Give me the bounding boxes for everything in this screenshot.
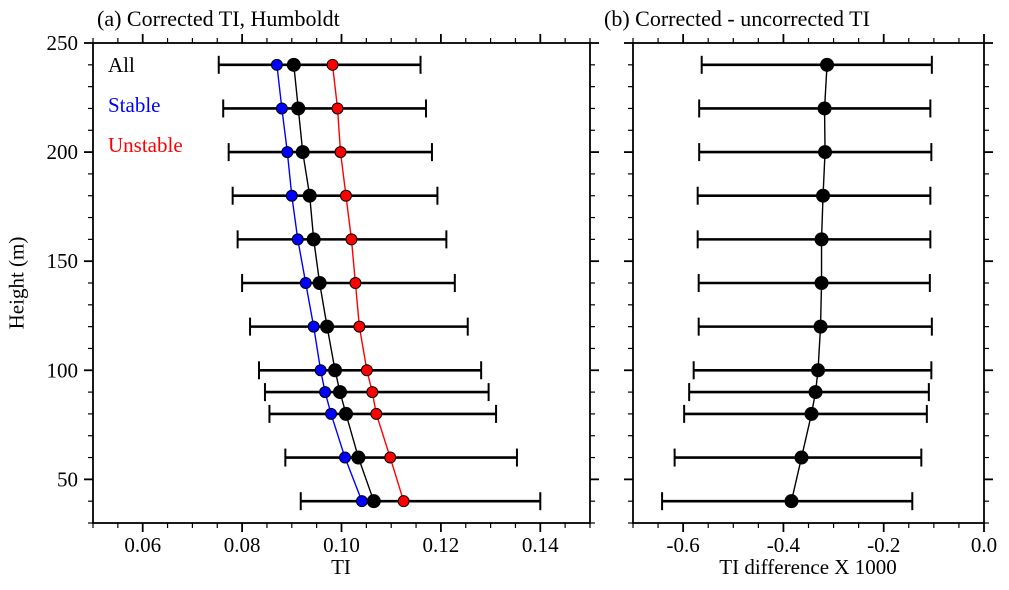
data-point-corrected-uncorrected	[813, 319, 828, 334]
data-point-stable	[299, 277, 312, 289]
data-point-all	[351, 450, 366, 465]
y-axis-label: Height (m)	[4, 236, 29, 330]
data-point-corrected-uncorrected	[811, 363, 826, 378]
data-point-all	[312, 276, 327, 290]
data-point-corrected-uncorrected	[794, 450, 809, 465]
data-point-corrected-uncorrected	[808, 385, 823, 400]
x-tick-label: 0.06	[124, 533, 161, 557]
data-point-unstable	[360, 364, 373, 377]
data-point-all	[302, 188, 317, 203]
data-point-unstable	[397, 495, 410, 508]
data-point-all	[366, 494, 381, 509]
data-point-unstable	[353, 320, 366, 333]
data-point-corrected-uncorrected	[784, 494, 799, 509]
data-point-corrected-uncorrected	[814, 276, 829, 290]
data-point-unstable	[366, 386, 379, 399]
legend-item-stable: Stable	[108, 93, 161, 117]
y-tick-label: 150	[47, 249, 79, 273]
panel-b-title: (b) Corrected - uncorrected TI	[604, 6, 870, 31]
x-tick-label: 0.14	[522, 533, 559, 557]
data-point-all	[306, 232, 321, 247]
panel-frame	[632, 42, 985, 524]
x-tick-label: -0.2	[867, 533, 900, 557]
x-tick-label: 0.0	[971, 533, 997, 557]
legend: All Stable Unstable	[108, 45, 183, 165]
series-line-unstable	[331, 64, 405, 502]
x-tick-label: 0.08	[224, 533, 261, 557]
x-tick-label: -0.6	[667, 533, 700, 557]
series-line-stable	[276, 64, 363, 502]
y-tick-label: 200	[47, 140, 79, 164]
data-point-all	[295, 145, 310, 160]
data-point-unstable	[331, 102, 344, 115]
data-point-unstable	[345, 233, 358, 246]
data-point-corrected-uncorrected	[818, 145, 833, 160]
data-point-unstable	[370, 407, 383, 420]
data-point-stable	[270, 58, 283, 71]
data-point-all	[291, 101, 306, 116]
series-line-corrected-uncorrected	[790, 64, 828, 502]
data-point-stable	[275, 102, 288, 115]
data-point-corrected-uncorrected	[820, 57, 835, 72]
panel-a-x-axis-label: TI	[331, 555, 351, 579]
data-point-corrected-uncorrected	[817, 101, 832, 116]
y-tick-label: 250	[47, 31, 79, 55]
panel-b-x-axis-label: TI difference X 1000	[719, 555, 897, 579]
data-point-stable	[285, 189, 298, 202]
panel-frame	[92, 42, 591, 524]
data-point-all	[286, 57, 301, 72]
data-point-unstable	[326, 58, 339, 71]
data-point-corrected-uncorrected	[814, 232, 829, 247]
data-point-stable	[291, 233, 304, 246]
x-tick-label: -0.4	[767, 533, 801, 557]
series-line-all	[293, 64, 375, 502]
data-point-stable	[338, 451, 351, 464]
data-point-stable	[325, 407, 338, 420]
data-point-unstable	[349, 277, 362, 289]
data-point-stable	[281, 146, 294, 159]
x-tick-label: 0.12	[423, 533, 460, 557]
y-tick-label: 50	[57, 467, 78, 491]
y-tick-label: 100	[47, 358, 79, 382]
data-point-all	[333, 385, 348, 400]
data-point-unstable	[384, 451, 397, 464]
data-point-stable	[307, 320, 320, 333]
data-point-corrected-uncorrected	[816, 188, 831, 203]
legend-item-all: All	[108, 53, 135, 77]
data-point-all	[320, 319, 335, 334]
data-point-all	[338, 406, 353, 421]
panel-a-title: (a) Corrected TI, Humboldt	[97, 6, 340, 31]
data-point-unstable	[339, 189, 352, 202]
legend-item-unstable: Unstable	[108, 133, 183, 157]
data-point-all	[328, 363, 343, 378]
x-tick-label: 0.10	[323, 533, 360, 557]
data-point-stable	[319, 386, 332, 399]
data-point-stable	[355, 495, 368, 508]
data-point-corrected-uncorrected	[804, 406, 819, 421]
data-point-unstable	[334, 146, 347, 159]
data-point-stable	[314, 364, 327, 377]
